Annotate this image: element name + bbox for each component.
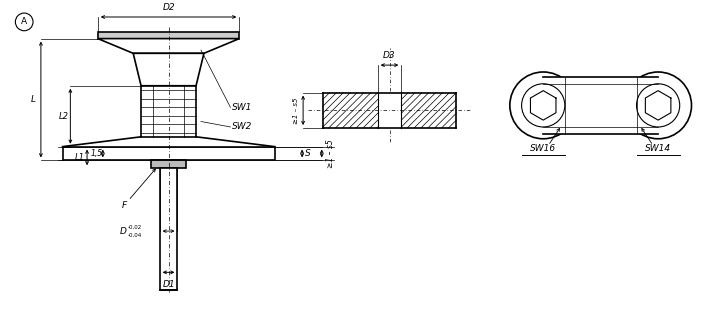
Text: SW14: SW14: [645, 144, 671, 153]
Text: SW2: SW2: [233, 122, 253, 131]
Bar: [63, 146, 275, 160]
Text: F: F: [122, 201, 127, 210]
Polygon shape: [133, 53, 204, 86]
Text: D2: D2: [162, 3, 175, 12]
Text: D3: D3: [383, 51, 395, 60]
Bar: [543, 77, 658, 134]
Text: SW16: SW16: [530, 144, 556, 153]
Text: -0,02: -0,02: [127, 225, 142, 230]
Text: 1,5: 1,5: [91, 149, 103, 158]
Text: SW1: SW1: [233, 103, 253, 112]
Bar: [160, 168, 177, 290]
Text: S: S: [305, 149, 311, 158]
Polygon shape: [98, 38, 239, 53]
Text: D1: D1: [162, 280, 175, 289]
Text: ≥1 – s5: ≥1 – s5: [293, 97, 300, 124]
Text: ≥1 – s5: ≥1 – s5: [326, 139, 334, 168]
Text: L2: L2: [58, 112, 68, 121]
Text: A: A: [21, 18, 28, 26]
Text: -0,04: -0,04: [127, 233, 142, 238]
Text: L1: L1: [75, 153, 85, 162]
Polygon shape: [98, 32, 239, 38]
Text: L: L: [31, 95, 36, 104]
Text: D: D: [119, 227, 126, 236]
Bar: [151, 160, 186, 168]
Bar: [141, 86, 196, 137]
